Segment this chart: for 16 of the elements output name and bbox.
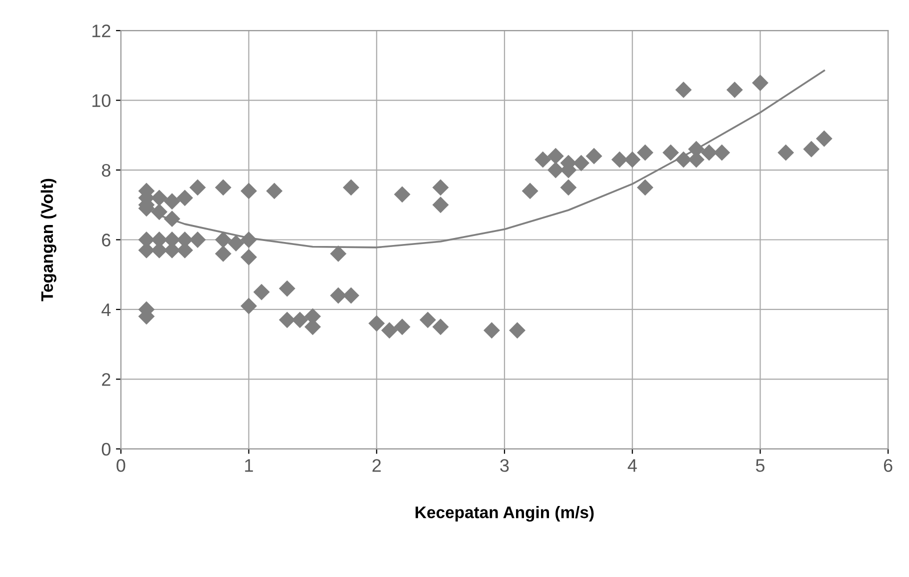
- x-tick-label: 1: [245, 459, 253, 472]
- y-tick-label: 0: [102, 442, 110, 456]
- y-axis-title: Tegangan (Volt): [40, 178, 56, 302]
- x-tick-label: 0: [116, 459, 126, 472]
- x-axis-title: Kecepatan Angin (m/s): [416, 506, 594, 522]
- x-tick-label: 4: [628, 459, 637, 472]
- y-tick-label: 8: [102, 164, 110, 177]
- x-tick-label: 6: [884, 459, 892, 472]
- x-tick-label: 5: [756, 459, 764, 472]
- y-tick-label: 10: [92, 94, 110, 108]
- y-tick-label: 2: [102, 373, 110, 386]
- y-tick-label: 12: [92, 24, 110, 38]
- y-tick-label: 6: [102, 234, 110, 246]
- x-tick-label: 3: [500, 459, 509, 472]
- x-tick-label: 2: [372, 459, 381, 472]
- y-tick-label: 4: [102, 304, 111, 316]
